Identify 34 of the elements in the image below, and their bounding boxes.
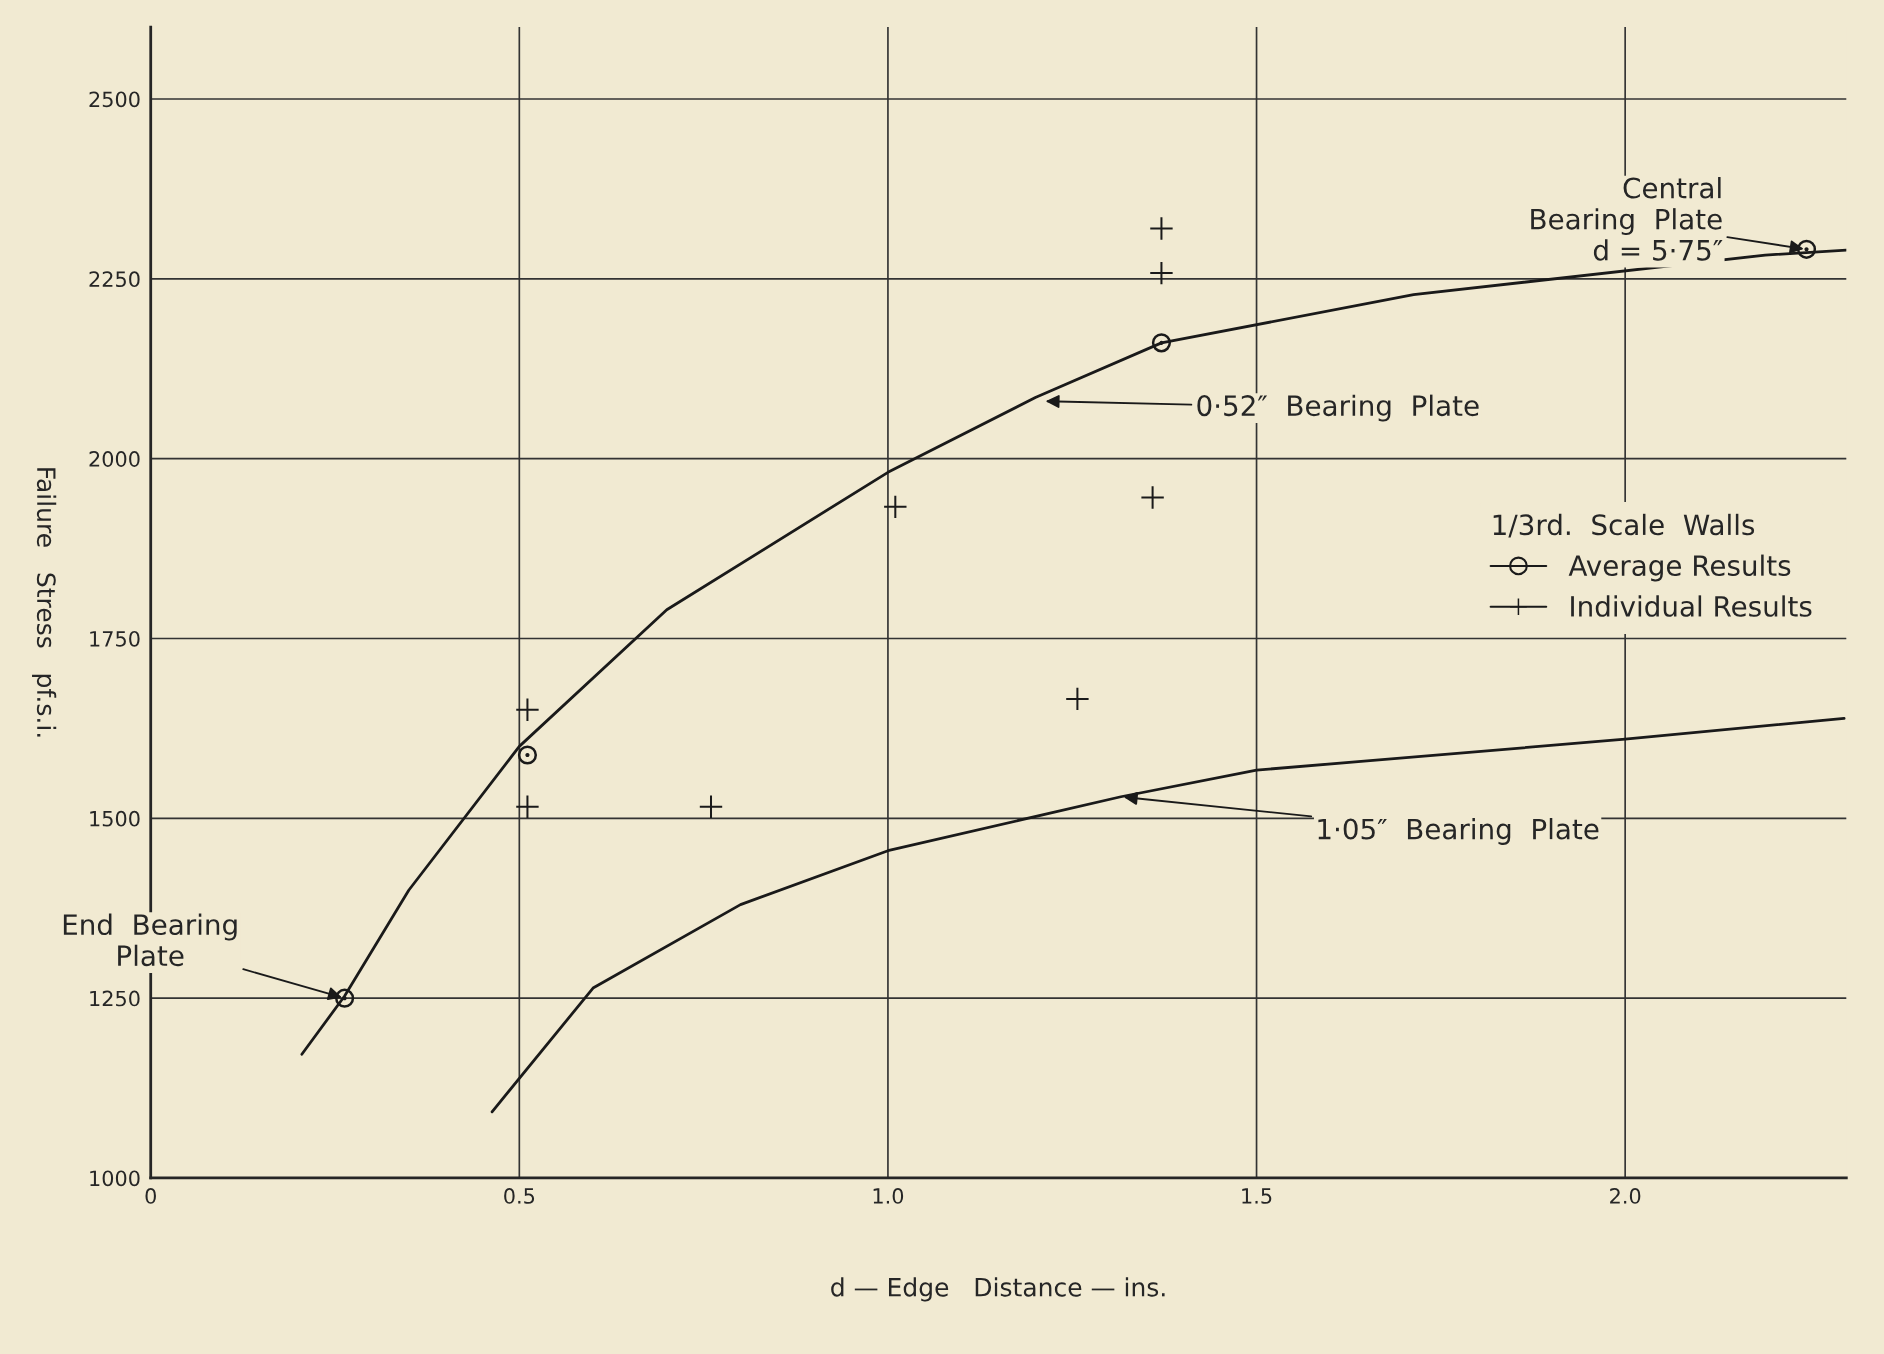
- y-axis-title: Failure Stress pf.s.i.: [32, 468, 57, 737]
- y-tick-label: 1750: [90, 630, 140, 647]
- x-tick-label: 1.5: [1242, 1188, 1272, 1204]
- annotation: Central Bearing Plate d = 5·75″: [1531, 177, 1723, 261]
- point: [335, 988, 355, 1008]
- line-series: [490, 716, 1846, 1114]
- y-tick-label: 1500: [90, 810, 140, 827]
- y-tick-label: 2000: [89, 451, 140, 467]
- annotation: 0·52″ Bearing Plate: [1197, 394, 1479, 422]
- x-tick-label: 0.5: [504, 1188, 535, 1204]
- x-axis-title: d — Edge Distance — ins.: [831, 1277, 1165, 1302]
- point: [516, 795, 539, 819]
- y-tick-label: 1000: [90, 1170, 140, 1187]
- point: [1066, 687, 1089, 711]
- x-tick-label: 2.0: [1610, 1188, 1641, 1204]
- legend-label: Individual Results: [1571, 595, 1812, 617]
- legend-title: 1/3rd. Scale Walls: [1493, 513, 1755, 538]
- point: [1150, 217, 1173, 240]
- point: [1150, 261, 1173, 285]
- point: [884, 495, 907, 519]
- y-tick-label: 2500: [89, 91, 140, 108]
- legend-label: Average Results: [1568, 554, 1791, 582]
- point: [699, 795, 723, 819]
- x-tick-label: 0: [145, 1188, 156, 1204]
- x-tick-label: 1.0: [873, 1188, 904, 1204]
- point: [1141, 486, 1164, 509]
- y-tick-label: 2250: [89, 271, 140, 288]
- annotation: 1·05″ Bearing Plate: [1318, 818, 1599, 845]
- annotation: End Bearing Plate: [63, 913, 237, 967]
- point: [1796, 239, 1817, 259]
- point: [517, 745, 538, 765]
- y-tick-label: 1250: [90, 990, 140, 1007]
- point: [516, 698, 539, 721]
- point: [1151, 333, 1172, 353]
